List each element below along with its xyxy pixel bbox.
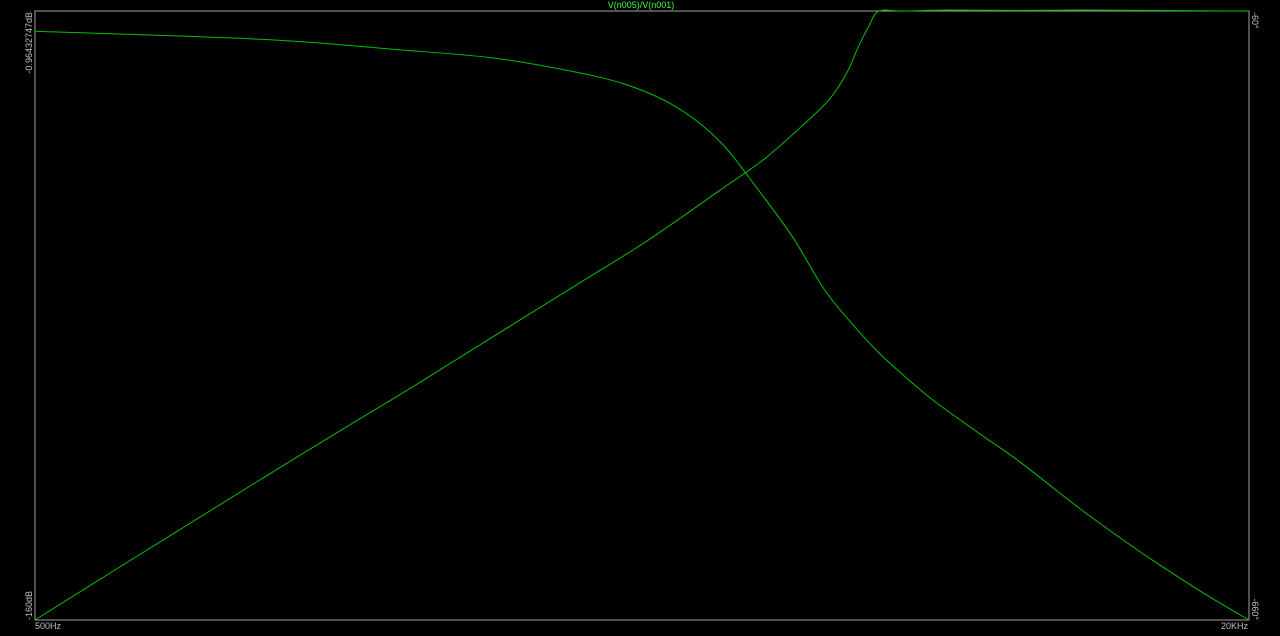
phase-trace (34, 30, 1250, 621)
chart-title: V(n005)/V(n001) (608, 0, 675, 10)
y-left-top-label: -0.96432747dB (24, 12, 34, 74)
y-right-top-label: -60° (1250, 12, 1260, 29)
magnitude-trace (34, 9, 1250, 621)
y-right-bottom-label: -660° (1250, 598, 1260, 620)
y-left-bottom-label: -160dB (24, 591, 34, 620)
plot-frame (34, 10, 1250, 621)
x-tick-label-start: 500Hz (35, 621, 62, 631)
x-tick-label-end: 20KHz (1221, 621, 1249, 631)
traces-group (34, 9, 1250, 621)
